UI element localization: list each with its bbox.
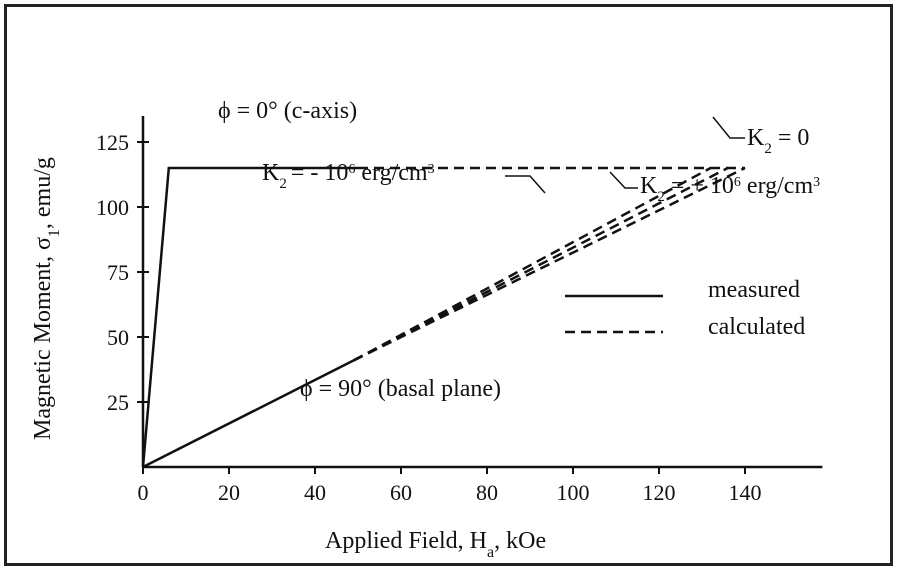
x-tick-label: 0 <box>138 480 149 505</box>
annotation-k2-negative: K2 = - 106 erg/cm3 <box>262 160 435 192</box>
y-tick-label: 100 <box>96 195 129 220</box>
leader-k2-zero <box>712 116 745 139</box>
annotation-k2-positive: K2 = + 106 erg/cm3 <box>640 173 820 205</box>
annotation-c-axis: ϕ = 0° (c-axis) <box>218 98 357 124</box>
y-tick-label: 50 <box>107 325 129 350</box>
x-axis-label: Applied Field, Ha, kOe <box>325 528 546 561</box>
x-tick-label: 20 <box>218 480 240 505</box>
ticks: 0 20 40 60 80 100 120 140 25 50 75 100 125 <box>96 130 762 505</box>
x-tick-label: 120 <box>643 480 676 505</box>
series-line-1-solid <box>141 166 358 468</box>
y-axis-label: Magnetic Moment, σ1, emu/g <box>30 157 63 440</box>
series-lines <box>141 166 746 469</box>
annotation-k2-zero: K2 = 0 <box>747 125 809 157</box>
x-tick-label: 80 <box>476 480 498 505</box>
annotation-basal-plane: ϕ = 90° (basal plane) <box>300 376 501 402</box>
series-line-5-dashed <box>353 166 729 362</box>
legend: measured calculated <box>565 277 805 340</box>
x-tick-label: 140 <box>729 480 762 505</box>
y-tick-label: 25 <box>107 390 129 415</box>
x-tick-label: 100 <box>557 480 590 505</box>
leader-k2-positive <box>609 171 638 189</box>
y-tick-label: 75 <box>107 260 129 285</box>
legend-label-measured: measured <box>708 277 800 303</box>
x-tick-label: 60 <box>390 480 412 505</box>
y-tick-label: 125 <box>96 130 129 155</box>
series-line-3-solid <box>142 359 355 469</box>
axes <box>141 116 823 469</box>
series-line-4-dashed <box>353 166 712 362</box>
legend-label-calculated: calculated <box>708 314 805 340</box>
leader-k2-negative <box>505 175 546 194</box>
x-tick-label: 40 <box>304 480 326 505</box>
series-line-6-dashed <box>353 166 746 362</box>
